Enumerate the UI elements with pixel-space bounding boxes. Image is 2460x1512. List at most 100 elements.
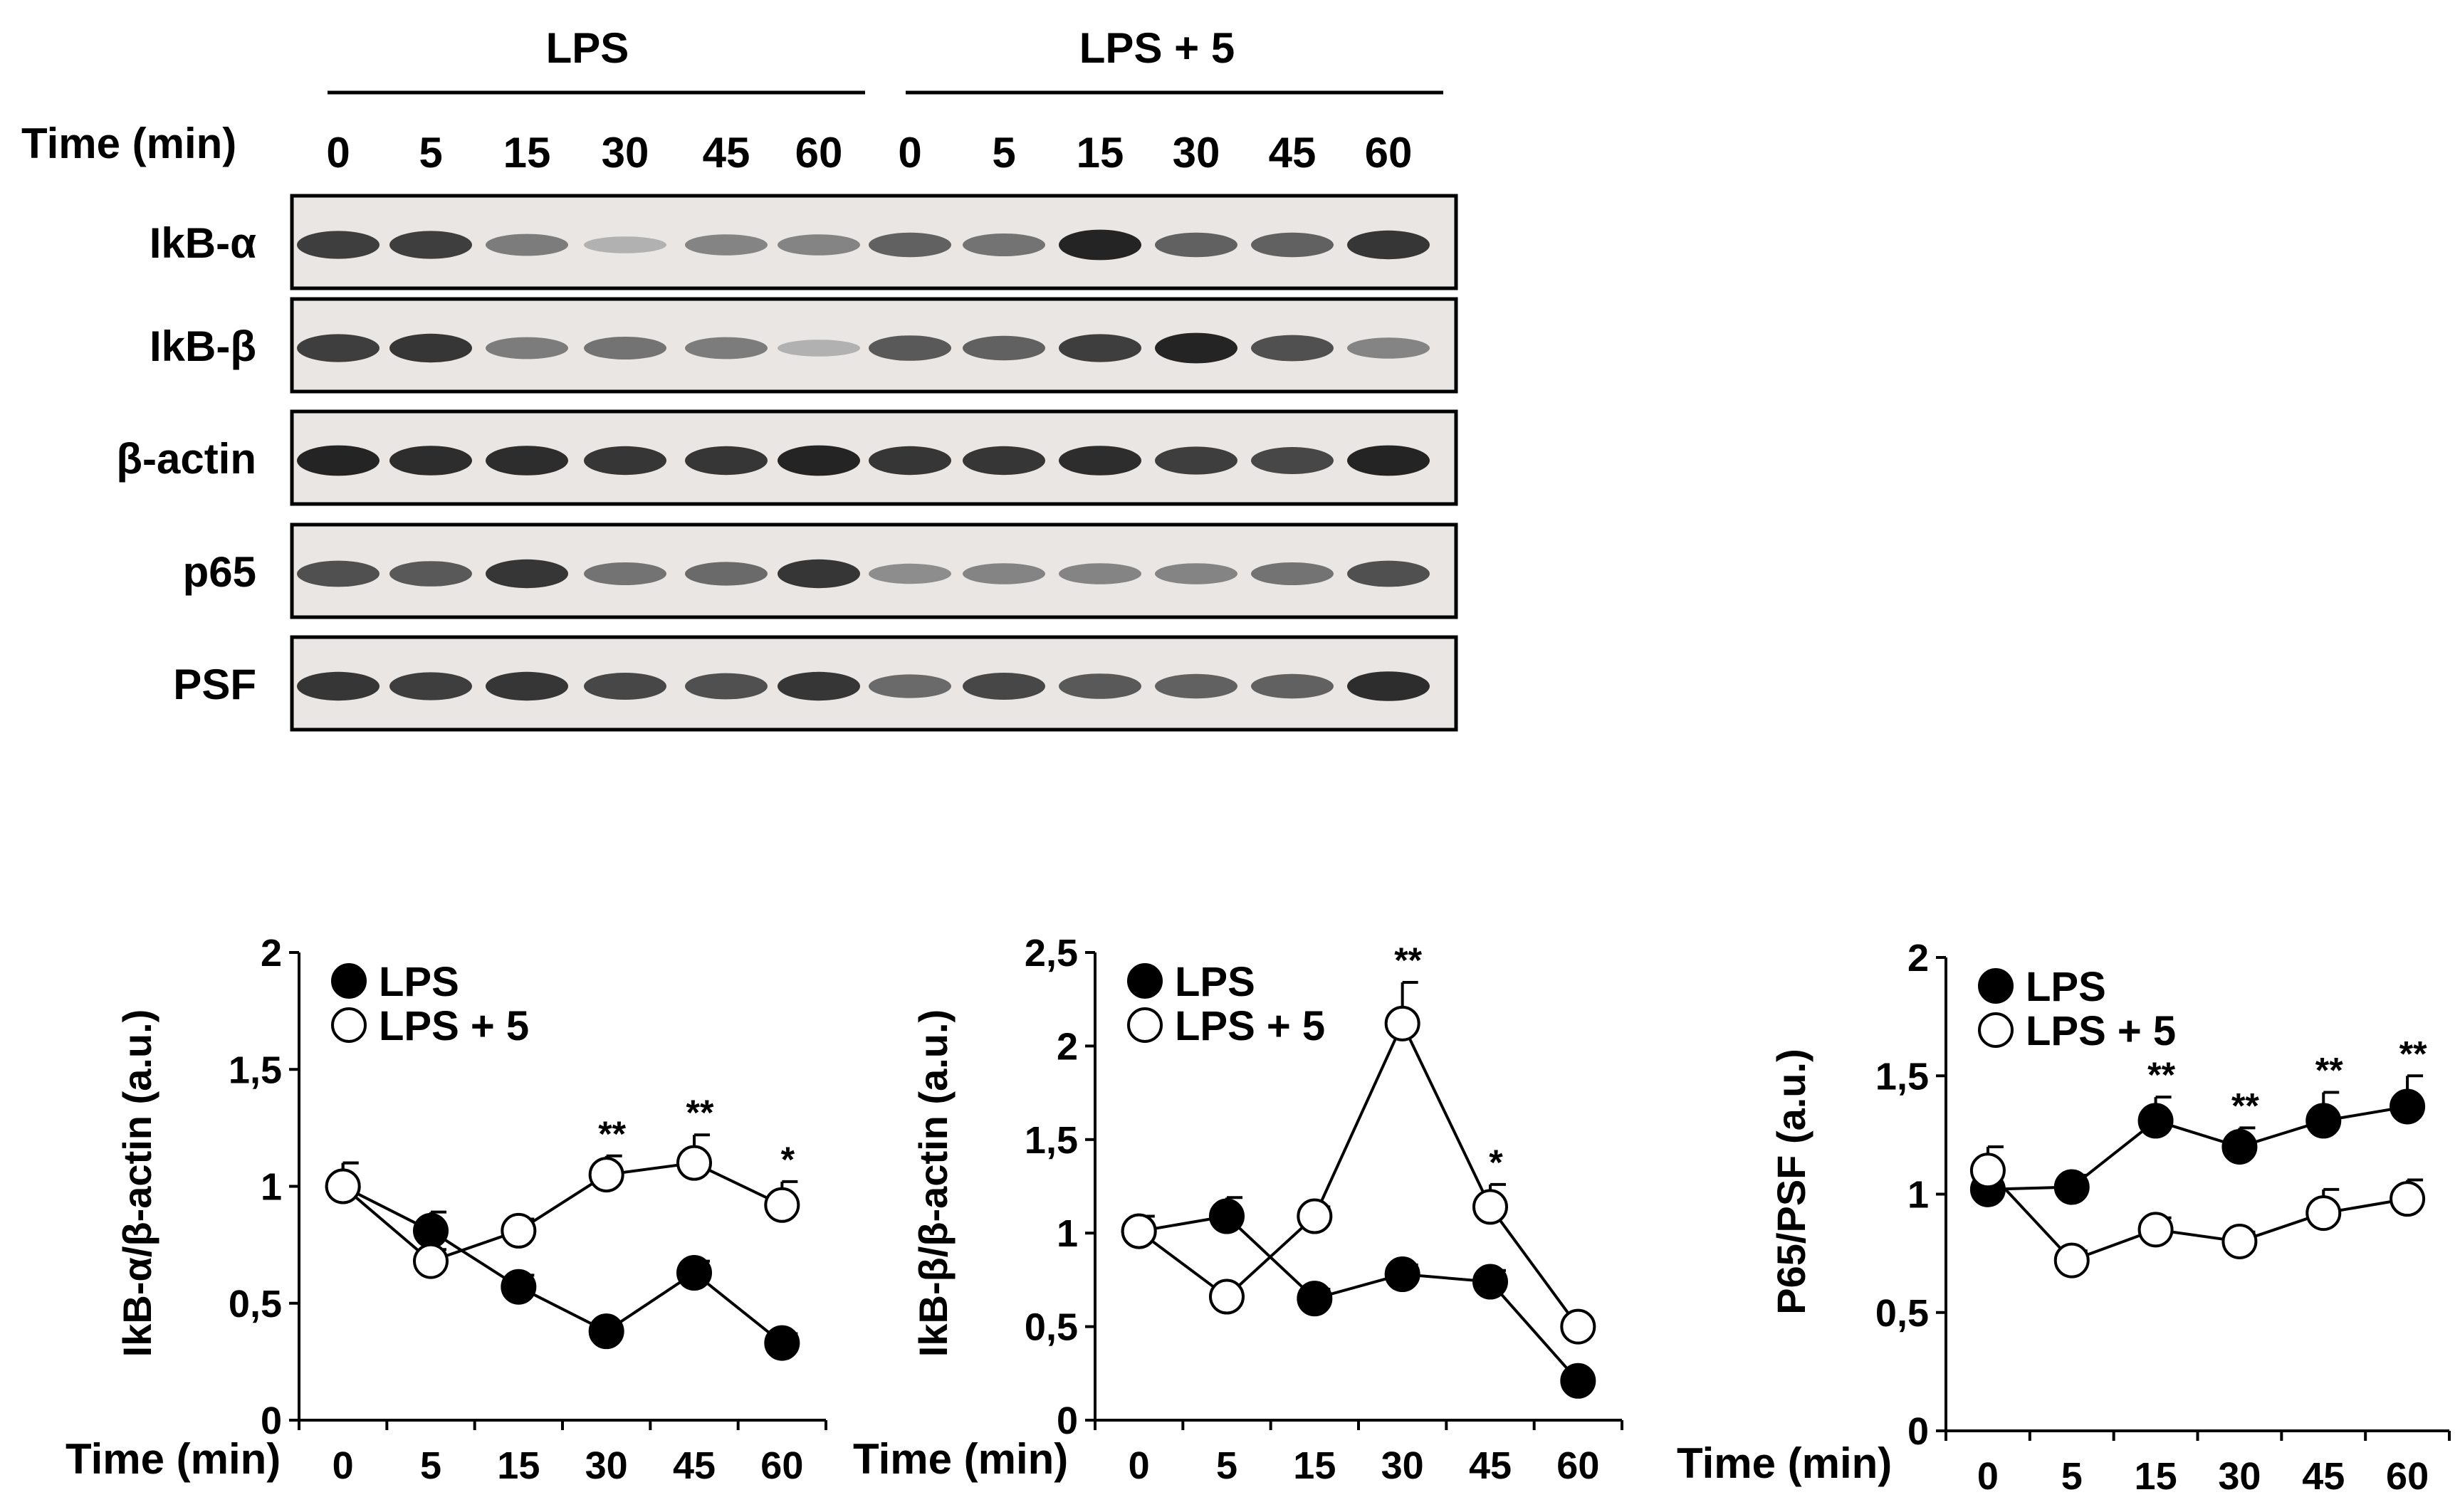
blot-band xyxy=(869,232,951,258)
data-point xyxy=(2305,1103,2342,1139)
x-tick-label: 15 xyxy=(497,1444,540,1487)
significance-label: * xyxy=(781,1140,795,1180)
data-point xyxy=(413,1212,449,1249)
legend-marker xyxy=(331,1007,367,1043)
significance-label: ** xyxy=(2399,1034,2427,1073)
blot-band xyxy=(389,333,472,363)
x-tick-label: 45 xyxy=(2302,1455,2345,1498)
blot-band xyxy=(486,446,568,476)
significance-label: ** xyxy=(686,1093,714,1133)
blot-band xyxy=(778,340,860,357)
legend-marker xyxy=(1978,1012,2014,1048)
y-tick-label: 1 xyxy=(1057,1212,1078,1255)
blot-band xyxy=(1059,673,1141,699)
y-tick-label: 2 xyxy=(1907,937,1929,980)
blot-band xyxy=(963,673,1045,700)
data-point xyxy=(501,1212,537,1249)
legend-marker xyxy=(1978,968,2014,1004)
x-tick-label: 30 xyxy=(2218,1455,2261,1498)
blot-band xyxy=(1155,446,1237,475)
y-tick-label: 1 xyxy=(261,1166,282,1209)
blot-band xyxy=(963,563,1045,584)
data-point xyxy=(2053,1169,2090,1205)
blot-band xyxy=(297,231,380,259)
blot-band xyxy=(1347,337,1430,359)
legend-marker xyxy=(1127,963,1163,999)
y-tick-label: 0,5 xyxy=(229,1283,282,1325)
blot-band xyxy=(389,231,472,259)
blot-band xyxy=(389,446,472,476)
blot-band xyxy=(486,233,568,256)
data-point xyxy=(1472,1189,1508,1225)
blot-band xyxy=(584,562,666,585)
y-tick-label: 2,5 xyxy=(1025,932,1078,975)
blot-band xyxy=(486,559,568,589)
data-point xyxy=(325,1168,361,1204)
legend-label: LPS + 5 xyxy=(379,1003,529,1049)
blot-band xyxy=(1059,563,1141,584)
chart-3-ylabel: P65/PSF (a.u.) xyxy=(1769,1049,1813,1314)
blot-band xyxy=(869,335,951,361)
x-tick-label: 30 xyxy=(1381,1444,1424,1487)
series-line xyxy=(342,1185,783,1345)
significance-label: ** xyxy=(1394,940,1422,980)
data-point xyxy=(2221,1224,2258,1259)
blot-band xyxy=(1251,232,1334,258)
series-line xyxy=(1987,1169,2408,1262)
series-line xyxy=(1139,1214,1579,1382)
y-tick-label: 1,5 xyxy=(1025,1119,1078,1162)
data-point xyxy=(1472,1264,1508,1300)
y-tick-label: 1,5 xyxy=(1875,1055,1929,1098)
blot-band xyxy=(389,561,472,587)
blot-band xyxy=(297,445,380,476)
group-label-lps-5: LPS + 5 xyxy=(1079,24,1235,72)
blot-band xyxy=(869,563,951,584)
legend-label: LPS + 5 xyxy=(1175,1003,1325,1049)
data-point xyxy=(764,1187,800,1223)
chart-p65-psf: P65/PSF (a.u.) Time (min) 0 0,5 1 1,5 2 0 5 15 3… xyxy=(1677,937,2451,1498)
x-tick-label: 60 xyxy=(760,1444,803,1487)
y-tick-label: 1,5 xyxy=(229,1049,282,1091)
data-point xyxy=(588,1157,624,1193)
blot-band xyxy=(685,562,768,586)
blot-row-label: IkB-β xyxy=(150,322,256,370)
blot-rows: IkB-α IkB-β β-actin p65 PSF xyxy=(116,194,1458,732)
blot-time-tick: 45 xyxy=(1269,129,1317,177)
x-tick-label: 5 xyxy=(2061,1455,2083,1498)
blot-band xyxy=(778,559,860,589)
blot-band xyxy=(1059,229,1141,261)
blot-band xyxy=(1155,232,1237,258)
blot-band xyxy=(584,446,666,476)
blot-band xyxy=(1347,230,1430,260)
data-point xyxy=(2221,1129,2258,1165)
group-label-lps: LPS xyxy=(546,24,629,72)
blot-row: IkB-α xyxy=(150,194,1458,290)
blot-row-label: β-actin xyxy=(116,435,256,483)
y-tick-label: 0 xyxy=(1907,1410,1929,1453)
y-tick-label: 0 xyxy=(1057,1400,1078,1442)
x-tick-label: 0 xyxy=(1129,1444,1150,1487)
data-point xyxy=(1384,1005,1420,1041)
blot-row: p65 xyxy=(183,523,1458,619)
x-tick-label: 5 xyxy=(420,1444,441,1487)
data-point xyxy=(1297,1198,1333,1234)
blot-band xyxy=(869,674,951,698)
blot-band xyxy=(869,446,951,476)
blot-band xyxy=(685,446,768,476)
data-point xyxy=(1384,1256,1420,1293)
blot-band xyxy=(486,671,568,701)
data-point xyxy=(2137,1103,2174,1139)
data-point xyxy=(1121,1213,1157,1249)
data-point xyxy=(764,1325,800,1361)
data-point xyxy=(2137,1212,2174,1248)
chart-ikb-beta: IkB-β/β-actin (a.u.) Time (min) 0 0,5 1 1,5… xyxy=(853,932,1623,1487)
data-point xyxy=(1209,1279,1245,1315)
blot-band xyxy=(778,234,860,256)
blot-time-tick: 0 xyxy=(326,129,350,177)
data-point xyxy=(588,1313,624,1350)
blot-band xyxy=(297,671,380,701)
x-tick-label: 15 xyxy=(1293,1444,1336,1487)
chart-1-ylabel: IkB-α/β-actin (a.u.) xyxy=(115,1009,159,1358)
data-point xyxy=(2390,1181,2426,1217)
